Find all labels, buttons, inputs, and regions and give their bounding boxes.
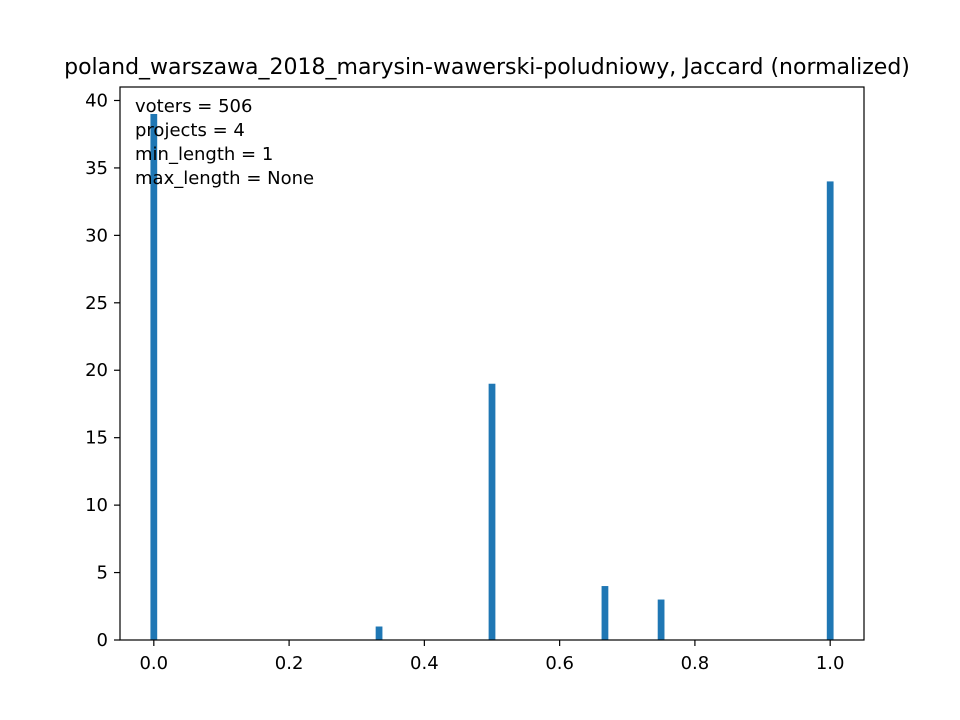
- x-tick-label: 0.4: [410, 653, 439, 674]
- histogram-bar: [150, 113, 158, 641]
- y-tick-label: 40: [85, 90, 108, 111]
- chart-title: poland_warszawa_2018_marysin-wawerski-po…: [64, 55, 910, 80]
- annotation-voters: voters = 506: [135, 96, 252, 117]
- stats-annotation: voters = 506 projects = 4 min_length = 1…: [135, 96, 314, 189]
- annotation-projects: projects = 4: [135, 120, 245, 141]
- x-axis: 0.0 0.2 0.4 0.6 0.8 1.0: [139, 640, 845, 674]
- y-tick-label: 25: [85, 293, 108, 314]
- histogram-bar: [826, 181, 834, 641]
- x-tick-label: 0.6: [545, 653, 574, 674]
- y-tick-label: 0: [97, 630, 108, 651]
- histogram-bar: [601, 586, 609, 640]
- histogram-bar: [488, 383, 496, 640]
- y-tick-label: 20: [85, 360, 108, 381]
- x-tick-label: 0.0: [139, 653, 168, 674]
- annotation-max-length: max_length = None: [135, 168, 314, 189]
- x-tick-label: 0.2: [275, 653, 304, 674]
- annotation-min-length: min_length = 1: [135, 144, 273, 165]
- histogram-bar: [375, 626, 383, 640]
- y-tick-label: 30: [85, 225, 108, 246]
- y-tick-label: 35: [85, 158, 108, 179]
- bars-group: [150, 113, 834, 641]
- x-tick-label: 0.8: [681, 653, 710, 674]
- plot-frame: [119, 86, 865, 641]
- y-axis: 0 5 10 15 20 25 30 35 40: [85, 90, 120, 651]
- x-tick-label: 1.0: [816, 653, 845, 674]
- histogram-bar: [657, 599, 665, 640]
- y-tick-label: 15: [85, 428, 108, 449]
- y-tick-label: 10: [85, 495, 108, 516]
- y-tick-label: 5: [97, 563, 108, 584]
